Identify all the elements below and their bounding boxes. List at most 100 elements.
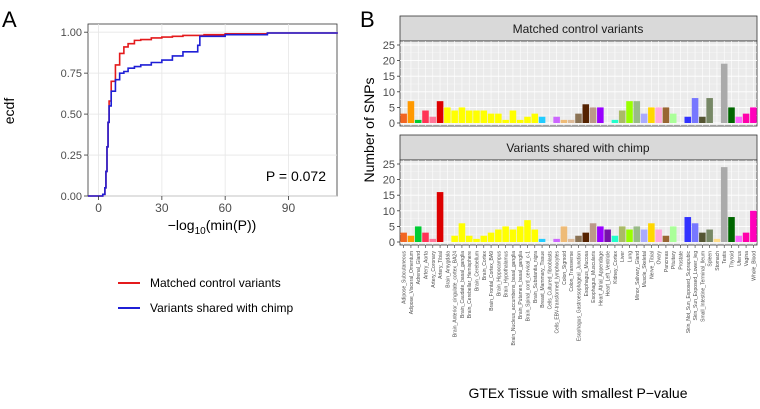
bar	[640, 229, 648, 242]
bar	[400, 232, 407, 242]
bar	[487, 113, 495, 123]
category-label: Vagina	[744, 251, 750, 266]
bar	[451, 110, 458, 123]
bar	[611, 235, 619, 242]
bar	[422, 232, 429, 242]
bar	[633, 226, 641, 242]
bar	[560, 119, 568, 123]
panel-b-y-tick-label: 15	[383, 190, 395, 202]
bar	[531, 229, 539, 242]
bar	[582, 232, 590, 242]
bar	[626, 229, 633, 242]
bar	[495, 113, 502, 123]
bar	[662, 235, 670, 242]
panel-b-y-tick-label: 10	[383, 206, 395, 218]
panel-a-xlabel-tail: (min(P))	[206, 217, 257, 233]
bar	[531, 113, 539, 123]
bar	[735, 116, 743, 123]
bar	[728, 107, 735, 123]
category-label: Brain_Hippocampus	[496, 251, 502, 297]
category-label: Breast_Mammary_Tissue	[540, 251, 546, 308]
bar	[480, 110, 488, 123]
category-label: Lung	[628, 251, 634, 262]
bar	[575, 235, 582, 242]
category-label: Brain_Frontal_Cortex_BA9	[489, 251, 495, 311]
panel-a-xlabel-subscript: 10	[195, 226, 207, 237]
category-label: Thyroid	[730, 251, 736, 268]
bar	[560, 226, 568, 242]
bar	[414, 226, 422, 242]
category-label: Brain_Nucleus_accumbens_basal_ganglia	[511, 251, 517, 346]
panel-b-ticks: 0 5 10 15 20 25 0 5 10 15 20 25	[383, 40, 754, 249]
bar	[699, 232, 706, 242]
bar	[706, 98, 713, 123]
bar	[713, 238, 721, 242]
category-label: Pituitary	[671, 251, 677, 270]
category-label: Small_Intestine_Terminal_Ileum	[700, 251, 706, 322]
bar	[465, 235, 473, 242]
category-label: Brain_Caudate_basal_ganglia	[460, 251, 466, 318]
category-label: Cells_EBV-transformed_lymphocytes	[555, 251, 561, 334]
bar	[444, 107, 451, 123]
bar	[597, 107, 604, 123]
bar	[618, 226, 626, 242]
category-label: Ovary	[657, 251, 663, 265]
panel-b-y-tick-label: 15	[383, 71, 395, 83]
panel-a-ylabel: ecdf	[1, 98, 17, 125]
category-label: Cells_Cultured_fibroblasts	[547, 251, 553, 310]
bar	[407, 235, 415, 242]
legend-label-control: Matched control variants	[150, 276, 281, 290]
panel-b-bars	[400, 63, 757, 242]
bar	[567, 119, 575, 123]
bar	[436, 192, 444, 242]
category-label: Minor_Salivary_Gland	[635, 251, 641, 300]
panel-a-lines	[88, 32, 338, 197]
category-label: Artery_Aorta	[424, 251, 430, 279]
bar	[400, 113, 407, 123]
category-label: Uterus	[737, 251, 743, 266]
bar	[429, 116, 437, 123]
category-label: Kidney_Cortex	[613, 251, 619, 284]
panel-a-y-tick-label: 0.25	[61, 150, 82, 162]
panel-a-x-tick-label: 30	[155, 201, 169, 215]
bar	[538, 116, 546, 123]
bar	[473, 238, 480, 242]
bar	[720, 63, 728, 123]
bar	[648, 107, 655, 123]
panel-b-label: B	[360, 7, 375, 32]
panel-b-ylabel: Number of SNPs	[361, 77, 377, 182]
bar	[655, 229, 662, 242]
panel-a-label: A	[2, 7, 17, 32]
category-label: Brain_Cerebellum	[475, 251, 481, 291]
bar	[575, 113, 582, 123]
category-label: Brain_Putamen_basal_ganglia	[518, 251, 524, 319]
bar	[516, 119, 524, 123]
panel-b-y-tick-label: 20	[383, 175, 395, 187]
bar	[626, 101, 633, 123]
bar	[742, 113, 750, 123]
bar	[553, 238, 560, 242]
ecdf-line-chimp	[88, 32, 338, 197]
category-label: Nerve_Tibial	[649, 251, 655, 279]
panel-b-category-labels: Adipose_Subcutaneous Adipose_Visceral_Ome…	[402, 251, 758, 346]
bar	[502, 226, 509, 242]
panel-a-x-tick-label: 90	[282, 201, 296, 215]
bar	[582, 104, 590, 123]
bar	[516, 226, 524, 242]
bar	[684, 217, 692, 242]
bar	[655, 107, 662, 123]
bar	[750, 107, 757, 123]
category-label: Esophagus_Mucosa	[584, 251, 590, 297]
panel-a-x-tick-label: 0	[95, 201, 102, 215]
bar	[422, 110, 429, 123]
category-label: Adipose_Visceral_Omentum	[409, 251, 415, 314]
category-label: Colon_Sigmoid	[562, 251, 568, 285]
bar	[465, 110, 473, 123]
bar	[750, 210, 757, 242]
bar	[451, 235, 458, 242]
bar	[691, 98, 699, 123]
panel-a-y-tick-label: 0.00	[61, 191, 82, 203]
bar	[597, 226, 604, 242]
bar	[429, 238, 437, 242]
